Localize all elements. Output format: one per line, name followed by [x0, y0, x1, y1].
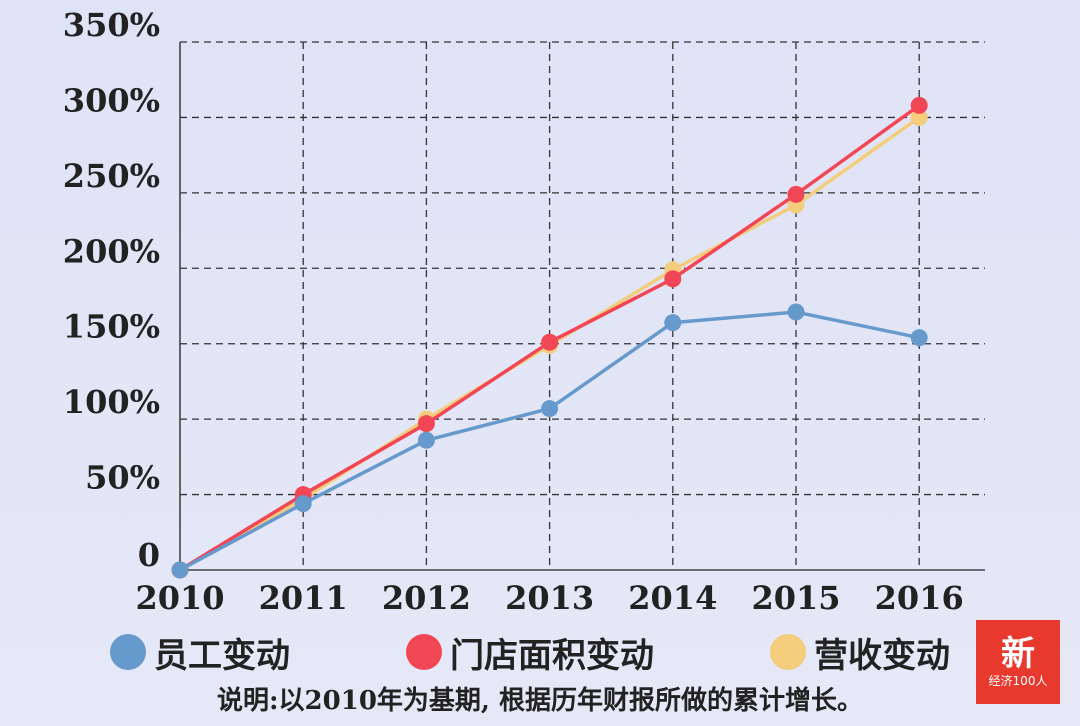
- y-tick-label: 200%: [63, 232, 160, 270]
- legend-marker-staff: [110, 634, 146, 670]
- x-tick-label: 2011: [259, 579, 348, 617]
- y-tick-labels: 0 50% 100% 150% 200% 250% 300% 350%: [63, 6, 160, 574]
- x-tick-label: 2016: [875, 579, 964, 617]
- y-tick-label: 250%: [63, 157, 160, 195]
- brand-logo: 新 经济100人: [976, 620, 1060, 704]
- chart-note: 说明:以2010年为基期, 根据历年财报所做的累计增长。: [216, 686, 864, 716]
- data-point: [910, 329, 928, 347]
- logo-sub-text: 经济100人: [988, 674, 1048, 688]
- x-tick-label: 2015: [751, 579, 840, 617]
- legend-label-store-area: 门店面积变动: [450, 635, 654, 676]
- data-point: [664, 270, 682, 288]
- data-point: [664, 314, 682, 332]
- data-point: [787, 303, 805, 321]
- x-tick-labels: 2010 2011 2012 2013 2014 2015 2016: [135, 579, 963, 617]
- axes: [179, 42, 985, 571]
- legend-marker-revenue: [770, 634, 806, 670]
- series-group: [171, 96, 928, 579]
- y-tick-label: 350%: [63, 6, 160, 44]
- legend: 员工变动 门店面积变动 营收变动: [110, 628, 950, 676]
- data-point: [171, 561, 189, 579]
- y-tick-label: 50%: [85, 459, 160, 497]
- x-tick-label: 2010: [135, 579, 224, 617]
- data-point: [294, 495, 312, 513]
- series-2: [171, 303, 928, 579]
- y-tick-label: 100%: [63, 383, 160, 421]
- x-tick-label: 2014: [628, 579, 717, 617]
- data-point: [910, 96, 928, 114]
- y-tick-label: 0: [138, 536, 160, 574]
- data-point: [787, 185, 805, 203]
- legend-item-staff: 员工变动: [110, 628, 290, 677]
- grid-lines: [180, 41, 985, 570]
- data-point: [541, 400, 559, 418]
- y-tick-label: 150%: [63, 308, 160, 346]
- data-point: [417, 415, 435, 433]
- x-tick-label: 2013: [505, 579, 594, 617]
- legend-marker-store-area: [406, 634, 442, 670]
- data-point: [541, 333, 559, 351]
- legend-label-staff: 员工变动: [154, 635, 290, 676]
- data-point: [910, 108, 928, 126]
- series-1: [171, 96, 928, 579]
- logo-main-text: 新: [1001, 634, 1035, 674]
- legend-label-revenue: 营收变动: [814, 635, 950, 676]
- legend-item-store-area: 门店面积变动: [406, 628, 654, 677]
- legend-item-revenue: 营收变动: [770, 628, 950, 677]
- data-point: [417, 431, 435, 449]
- x-tick-label: 2012: [382, 579, 471, 617]
- line-chart: 050%100%150%200%250%300%350% 2010 2011 201…: [63, 6, 985, 617]
- y-tick-label: 300%: [63, 81, 160, 119]
